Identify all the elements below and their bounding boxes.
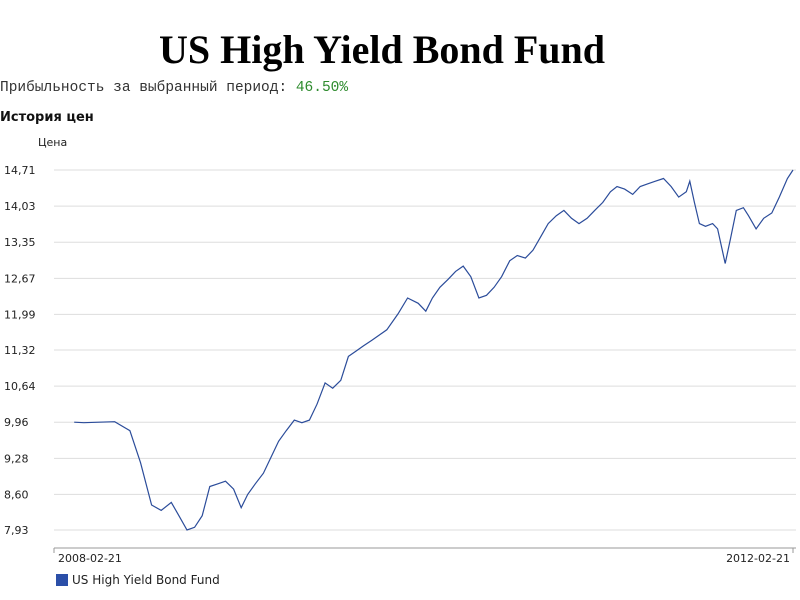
period-return-value: 46.50%	[295, 80, 349, 96]
y-tick-label: 8,60	[4, 488, 29, 501]
x-tick-label-end: 2012-02-21	[726, 552, 790, 565]
legend-label: US High Yield Bond Fund	[72, 573, 220, 587]
y-tick-label: 11,32	[4, 344, 36, 357]
y-tick-label: 14,03	[4, 200, 36, 213]
page-title: US High Yield Bond Fund	[158, 27, 606, 72]
period-return-label: Прибыльность за выбранный период:	[0, 80, 288, 96]
y-axis-label: Цена	[38, 136, 67, 149]
legend-swatch	[56, 574, 68, 586]
y-tick-label: 13,35	[4, 236, 36, 249]
y-tick-label: 11,99	[4, 308, 36, 321]
y-tick-label: 9,28	[4, 452, 29, 465]
y-tick-label: 12,67	[4, 272, 36, 285]
period-return: Прибыльность за выбранный период: 46.50%	[0, 80, 348, 96]
y-tick-label: 9,96	[4, 416, 29, 429]
series-line	[74, 169, 794, 531]
grid-lines	[54, 169, 796, 531]
y-tick-label: 10,64	[4, 380, 36, 393]
section-title: История цен	[0, 110, 94, 125]
y-tick-labels: 7,93 8,60 9,28 9,96 10,64 11,32 11,99 12,67 13,3…	[4, 164, 36, 537]
y-tick-label: 14,71	[4, 164, 36, 177]
x-tick-label-start: 2008-02-21	[58, 552, 122, 565]
price-history-chart: 7,93 8,60 9,28 9,96 10,64 11,32 11,99 12,67 13,3…	[4, 136, 796, 587]
y-tick-label: 7,93	[4, 524, 29, 537]
